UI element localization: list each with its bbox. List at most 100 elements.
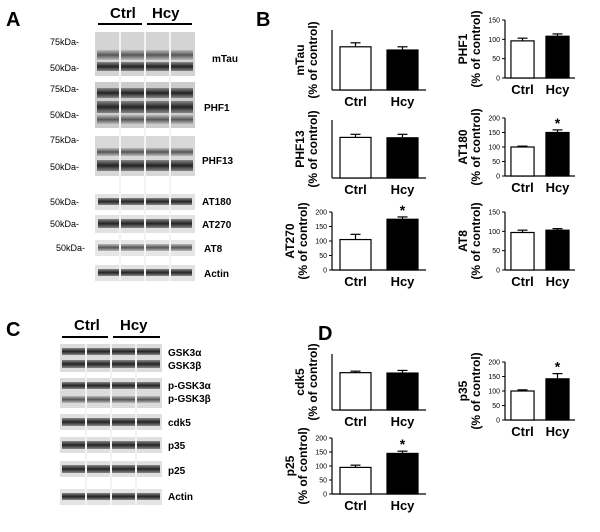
y-axis-label: AT8 [456, 230, 470, 252]
x-category-label: Hcy [546, 274, 571, 289]
y-axis-unit-label: (% of control) [306, 110, 320, 187]
panel-c-labels: GSK3α GSK3β p-GSK3α p-GSK3β cdk5 p35 p25… [168, 348, 212, 503]
significance-marker: * [555, 359, 561, 375]
chart-at8: 0 50 100 150 Ctrl Hcy AT8 (% of control) [456, 202, 575, 289]
x-category-label: Hcy [546, 424, 571, 439]
y-axis-unit-label: (% of control) [469, 352, 483, 429]
bar-ctrl [510, 231, 535, 271]
panel-letter-a: A [6, 9, 20, 31]
chart-mtau: Ctrl Hcy mTau (% of control) [293, 21, 426, 109]
x-category-label: Ctrl [344, 498, 366, 513]
y-tick-label: 0 [496, 268, 500, 275]
x-category-label: Ctrl [511, 82, 533, 97]
y-tick-label: 0 [496, 174, 500, 181]
mw-marker: 50kDa- [50, 197, 79, 207]
bar-ctrl [339, 46, 372, 91]
y-tick-label: 50 [492, 159, 500, 166]
x-category-label: Ctrl [344, 94, 366, 109]
blot-label-p35: p35 [168, 441, 186, 452]
y-axis-unit-label: (% of control) [306, 343, 320, 420]
y-tick-label: 0 [496, 418, 500, 425]
mw-marker: 50kDa- [56, 243, 85, 253]
y-tick-label: 150 [315, 450, 327, 457]
y-tick-label: 50 [492, 248, 500, 255]
y-tick-label: 100 [315, 464, 327, 471]
bar-hcy [545, 229, 570, 271]
x-category-label: Hcy [546, 180, 571, 195]
panel-a-markers: 75kDa- 50kDa- 75kDa- 50kDa- 75kDa- 50kDa… [50, 37, 85, 253]
blot-label-mtau: mTau [212, 54, 238, 65]
blot-label-at270: AT270 [202, 220, 232, 231]
y-tick-label: 100 [488, 389, 500, 396]
panel-letter-b: B [256, 9, 270, 31]
bar-ctrl [339, 238, 372, 271]
y-tick-label: 0 [323, 268, 327, 275]
mw-marker: 50kDa- [50, 63, 79, 73]
lane-ctrl-label: Ctrl [74, 317, 100, 334]
bar-ctrl [339, 466, 372, 495]
x-category-label: Ctrl [344, 182, 366, 197]
y-tick-label: 50 [319, 478, 327, 485]
y-tick-label: 150 [315, 224, 327, 231]
significance-marker: * [400, 202, 406, 218]
y-tick-label: 0 [496, 76, 500, 83]
y-tick-label: 0 [323, 492, 327, 499]
blot-label-gsk3-beta: GSK3β [168, 361, 201, 372]
y-tick-label: 200 [315, 210, 327, 217]
blot-label-cdk5: cdk5 [168, 418, 191, 429]
y-tick-label: 150 [488, 130, 500, 137]
panel-c-lane-header: Ctrl Hcy [62, 317, 160, 338]
chart-p35: 0 50 100 150 200 Ctrl * Hcy p35 (% of control) [456, 352, 575, 439]
panel-a-lane-header: Ctrl Hcy [98, 5, 192, 25]
y-axis-label: p35 [456, 380, 470, 401]
x-category-label: Hcy [546, 82, 571, 97]
y-axis-label: PHF1 [456, 33, 470, 64]
y-axis-unit-label: (% of control) [306, 21, 320, 98]
lane-hcy-label: Hcy [120, 317, 148, 334]
y-tick-label: 150 [488, 18, 500, 25]
chart-phf13: Ctrl Hcy PHF13 (% of control) [293, 110, 426, 197]
y-axis-label: PHF13 [293, 130, 307, 168]
panel-letter-c: C [6, 319, 20, 341]
x-category-label: Hcy [391, 274, 416, 289]
y-axis-label: AT180 [456, 129, 470, 164]
chart-p25: 0 50 100 150 200 Ctrl * Hcy p25 (% of control) [283, 427, 426, 513]
y-axis-unit-label: (% of control) [469, 10, 483, 87]
bar-hcy [545, 35, 570, 79]
panel-c-blots [60, 344, 162, 505]
y-axis-label: p25 [283, 455, 297, 476]
blot-label-at8: AT8 [204, 244, 223, 255]
lane-hcy-label: Hcy [152, 5, 180, 22]
bar-hcy [545, 378, 570, 421]
mw-marker: 75kDa- [50, 84, 79, 94]
bar-ctrl [510, 390, 535, 421]
x-category-label: Ctrl [511, 274, 533, 289]
x-category-label: Hcy [391, 182, 416, 197]
blot-label-actin: Actin [168, 492, 193, 503]
y-tick-label: 200 [488, 360, 500, 367]
blot-label-phf13: PHF13 [202, 156, 234, 167]
y-tick-label: 100 [315, 239, 327, 246]
y-tick-label: 200 [315, 436, 327, 443]
x-category-label: Ctrl [344, 414, 366, 429]
y-tick-label: 50 [319, 253, 327, 260]
y-axis-unit-label: (% of control) [296, 202, 310, 279]
x-category-label: Hcy [391, 94, 416, 109]
mw-marker: 75kDa- [50, 135, 79, 145]
blot-label-p-gsk3-alpha: p-GSK3α [168, 381, 212, 392]
x-category-label: Ctrl [511, 180, 533, 195]
chart-at180: 0 50 100 150 200 Ctrl * Hcy AT180 (% of control) [456, 108, 575, 195]
blot-label-actin: Actin [204, 269, 229, 280]
blot-label-at180: AT180 [202, 197, 232, 208]
y-tick-label: 150 [488, 374, 500, 381]
y-axis-label: AT270 [283, 223, 297, 258]
y-tick-label: 100 [488, 37, 500, 44]
y-axis-unit-label: (% of control) [296, 427, 310, 504]
bar-ctrl [339, 136, 372, 179]
blot-label-gsk3-alpha: GSK3α [168, 348, 202, 359]
y-axis-label: mTau [293, 44, 307, 75]
panel-a-labels: mTau PHF1 PHF13 AT180 AT270 AT8 Actin [202, 54, 238, 280]
bar-hcy [545, 131, 570, 177]
